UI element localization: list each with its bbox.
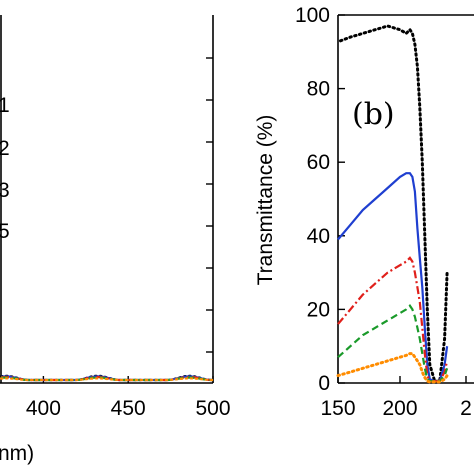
panel-a-y-ticks [206,57,213,353]
x-tick-label: 500 [195,397,230,420]
x-tick-label: 2 [460,397,472,420]
series-line [0,377,215,382]
panel-a-x-axis-label: nm) [0,442,34,465]
legend-entry: 1 [0,94,10,117]
y-tick-label: 20 [307,298,330,321]
y-tick-label: 80 [307,78,330,101]
x-tick-label: 450 [111,397,146,420]
y-tick-label: 60 [307,151,330,174]
series-line [339,24,449,383]
y-tick-label: 100 [295,4,330,27]
x-tick-label: 400 [26,397,61,420]
panel-a-x-ticks: 400 450 500 [26,376,231,420]
legend-entry: 2 [0,137,10,160]
panel-b-y-axis-label: Transmittance (%) [254,115,277,286]
panel-b: 0 20 40 60 80 100 150 200 2 (b) Transmittance (… [254,4,474,420]
panel-a-legend: 1 2 3 5 [0,94,10,243]
x-tick-label: 200 [382,397,417,420]
panel-b-label: (b) [352,97,395,132]
legend-entry: 5 [0,220,10,243]
legend-entry: 3 [0,179,10,202]
series-line [336,352,449,384]
y-tick-label: 0 [318,372,330,395]
x-tick-label: 150 [320,397,355,420]
series-line [337,303,449,383]
panel-b-x-ticks: 150 200 2 [320,376,472,420]
panel-a-series [0,374,215,382]
panel-b-series [336,24,449,384]
y-tick-label: 40 [307,225,330,248]
panel-b-y-ticks: 0 20 40 60 80 100 [295,4,345,395]
series-line [337,172,449,383]
panel-a: 400 450 500 1 2 3 5 nm) [0,15,231,465]
